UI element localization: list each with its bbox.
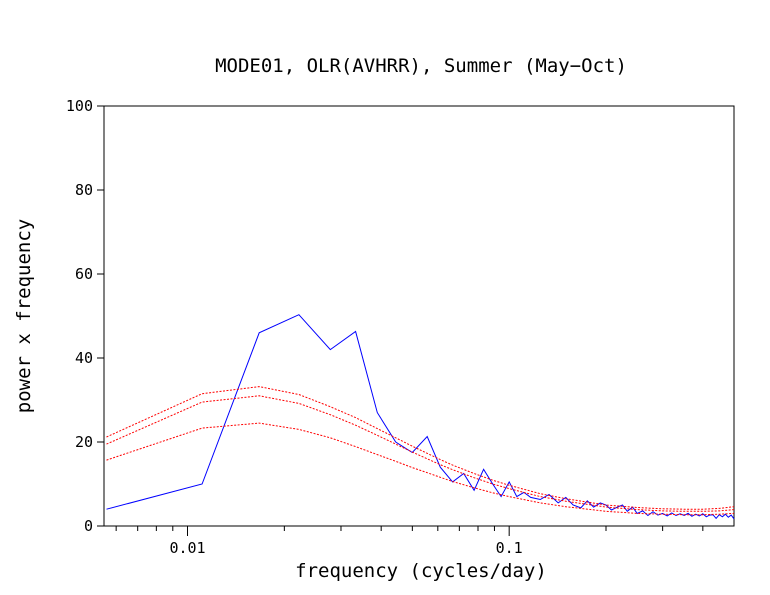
plot-area bbox=[103, 105, 735, 527]
y-tick-label: 0 bbox=[84, 517, 93, 535]
series-line-1 bbox=[106, 314, 735, 520]
x-axis: 0.01 0.1 bbox=[115, 526, 704, 557]
y-axis-label: power x frequency bbox=[13, 219, 35, 413]
series-line-3 bbox=[106, 395, 735, 512]
chart-title: MODE01, OLR(AVHRR), Summer (May−Oct) bbox=[215, 55, 627, 77]
x-axis-label: frequency (cycles/day) bbox=[295, 560, 547, 582]
series-line-4 bbox=[106, 386, 735, 510]
y-axis: 0 20 40 60 80 100 bbox=[66, 97, 104, 535]
y-tick-label: 100 bbox=[66, 97, 93, 115]
series-layer bbox=[106, 314, 735, 520]
x-tick-label: 0.01 bbox=[169, 539, 205, 557]
y-tick-label: 60 bbox=[75, 265, 93, 283]
y-tick-label: 40 bbox=[75, 349, 93, 367]
series-line-2 bbox=[106, 422, 735, 516]
plot-frame bbox=[103, 105, 735, 527]
x-tick-label: 0.1 bbox=[496, 539, 523, 557]
y-tick-label: 80 bbox=[75, 181, 93, 199]
y-tick-label: 20 bbox=[75, 433, 93, 451]
